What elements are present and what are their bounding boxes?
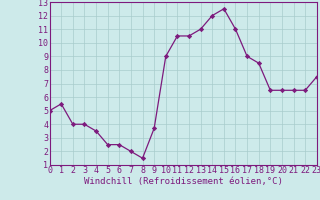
X-axis label: Windchill (Refroidissement éolien,°C): Windchill (Refroidissement éolien,°C) [84, 177, 283, 186]
